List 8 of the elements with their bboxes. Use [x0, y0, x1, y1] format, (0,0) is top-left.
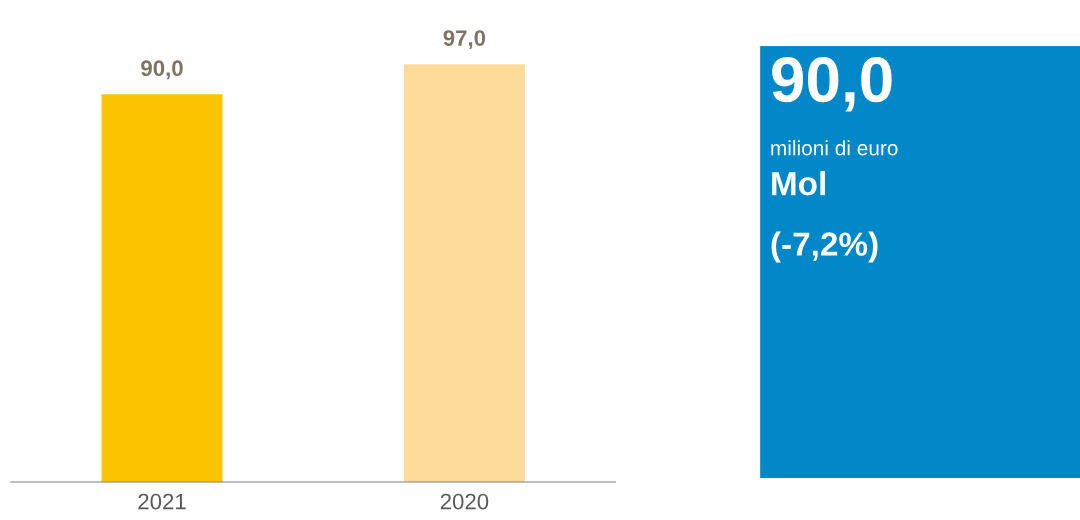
text: (-7,2%) — [771, 231, 878, 263]
text: 90,0 — [772, 57, 892, 112]
x-tick-label: 2021 — [138, 493, 186, 510]
text: milioni di euro — [771, 140, 898, 156]
x-tick-label: 2020 — [440, 493, 489, 510]
data-label: 90,0 — [141, 60, 183, 80]
data-label: 97,0 — [443, 30, 486, 50]
text: Mol — [772, 171, 825, 196]
